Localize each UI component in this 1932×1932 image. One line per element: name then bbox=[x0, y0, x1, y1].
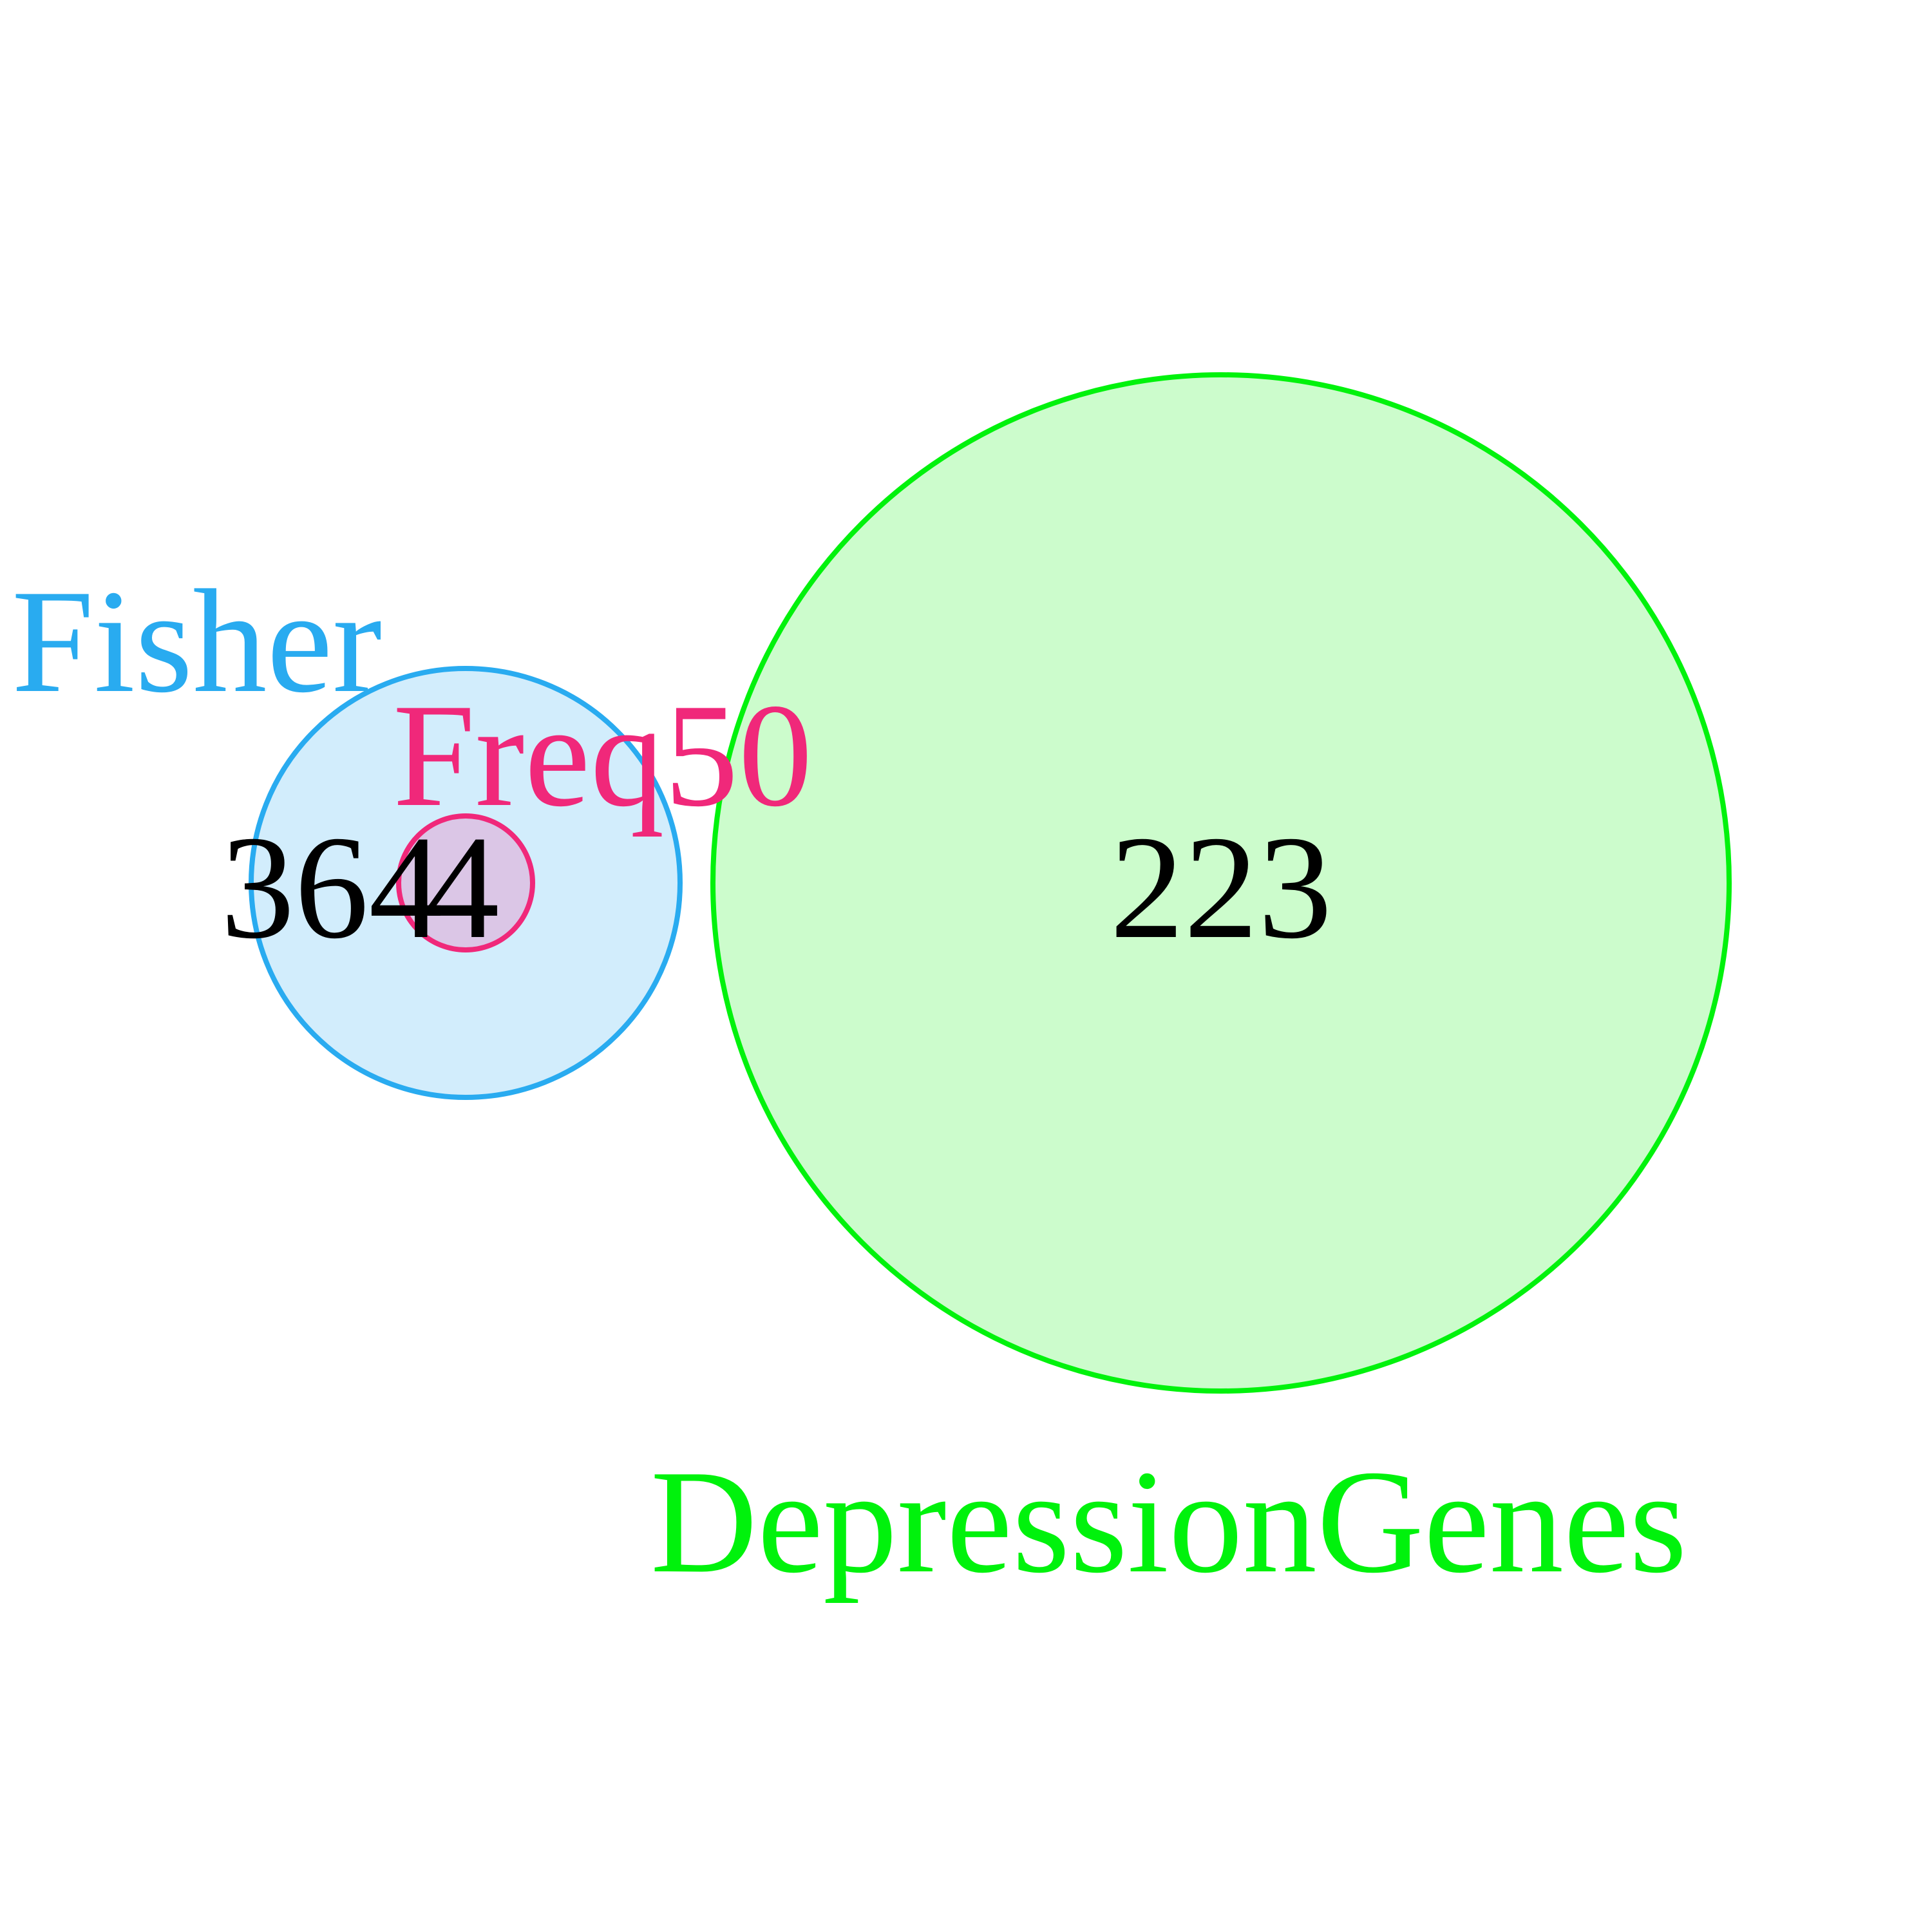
count-fisher-freq50: 4 bbox=[426, 805, 500, 969]
count-depression-only: 223 bbox=[1110, 805, 1332, 969]
fisher-label: Fisher bbox=[12, 559, 382, 723]
depression-genes-label: DepressionGenes bbox=[650, 1439, 1687, 1604]
count-fisher-only: 364 bbox=[221, 805, 443, 969]
depression-genes-circle bbox=[710, 372, 1732, 1394]
freq50-label: Freq50 bbox=[393, 673, 813, 837]
freq50-circle bbox=[396, 813, 535, 952]
